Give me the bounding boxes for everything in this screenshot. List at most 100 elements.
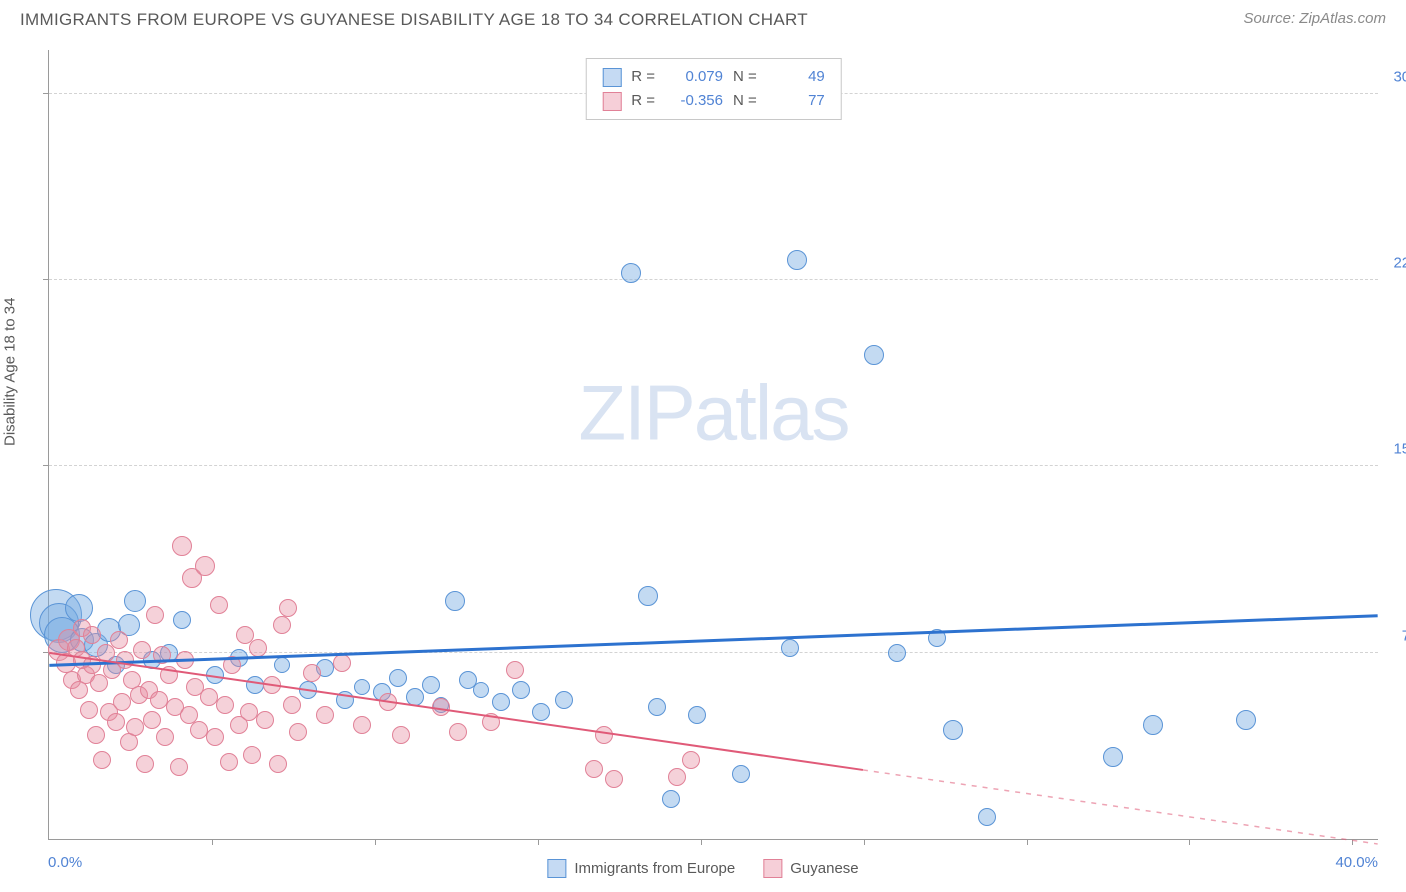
scatter-point-europe xyxy=(65,594,93,622)
x-tick-mark xyxy=(538,839,539,845)
scatter-point-europe xyxy=(662,790,680,808)
y-axis-label: Disability Age 18 to 34 xyxy=(2,298,19,446)
scatter-point-guyanese xyxy=(289,723,307,741)
y-tick-mark xyxy=(43,93,49,94)
r-value-guyanese: -0.356 xyxy=(665,89,723,113)
scatter-point-europe xyxy=(787,250,807,270)
scatter-point-guyanese xyxy=(83,626,101,644)
stats-legend: R = 0.079 N = 49 R = -0.356 N = 77 xyxy=(585,58,842,120)
scatter-point-guyanese xyxy=(432,698,450,716)
scatter-point-guyanese xyxy=(379,693,397,711)
scatter-point-guyanese xyxy=(243,746,261,764)
scatter-point-guyanese xyxy=(146,606,164,624)
scatter-point-guyanese xyxy=(273,616,291,634)
chart-plot-area: ZIPatlas R = 0.079 N = 49 R = -0.356 N =… xyxy=(48,50,1378,840)
scatter-point-guyanese xyxy=(116,651,134,669)
legend-item-guyanese: Guyanese xyxy=(763,859,858,878)
scatter-point-europe xyxy=(389,669,407,687)
scatter-point-europe xyxy=(173,611,191,629)
scatter-point-europe xyxy=(638,586,658,606)
r-label: R = xyxy=(631,65,655,89)
scatter-point-guyanese xyxy=(316,706,334,724)
scatter-point-guyanese xyxy=(143,711,161,729)
scatter-point-guyanese xyxy=(269,755,287,773)
scatter-point-guyanese xyxy=(682,751,700,769)
scatter-point-europe xyxy=(688,706,706,724)
scatter-point-guyanese xyxy=(449,723,467,741)
legend-label-guyanese: Guyanese xyxy=(790,860,858,877)
scatter-point-europe xyxy=(206,666,224,684)
scatter-point-europe xyxy=(943,720,963,740)
x-tick-mark xyxy=(1352,839,1353,845)
scatter-point-guyanese xyxy=(206,728,224,746)
scatter-point-europe xyxy=(928,629,946,647)
legend-item-europe: Immigrants from Europe xyxy=(547,859,735,878)
x-tick-mark xyxy=(701,839,702,845)
watermark: ZIPatlas xyxy=(578,367,848,458)
scatter-point-guyanese xyxy=(482,713,500,731)
scatter-point-guyanese xyxy=(279,599,297,617)
scatter-point-guyanese xyxy=(200,688,218,706)
scatter-point-europe xyxy=(406,688,424,706)
scatter-point-guyanese xyxy=(113,693,131,711)
scatter-point-guyanese xyxy=(126,718,144,736)
scatter-point-europe xyxy=(1143,715,1163,735)
x-tick-mark xyxy=(1027,839,1028,845)
n-value-guyanese: 77 xyxy=(767,89,825,113)
gridline xyxy=(49,465,1378,466)
scatter-point-guyanese xyxy=(585,760,603,778)
scatter-point-europe xyxy=(336,691,354,709)
scatter-point-europe xyxy=(888,644,906,662)
x-axis-min-label: 0.0% xyxy=(48,854,82,871)
scatter-point-guyanese xyxy=(333,654,351,672)
scatter-point-guyanese xyxy=(506,661,524,679)
watermark-bold: ZIP xyxy=(578,368,693,456)
trend-line-dashed-guyanese xyxy=(863,770,1378,844)
scatter-point-guyanese xyxy=(256,711,274,729)
source-label: Source: ZipAtlas.com xyxy=(1243,10,1386,27)
scatter-point-europe xyxy=(621,263,641,283)
scatter-point-europe xyxy=(864,345,884,365)
scatter-point-europe xyxy=(422,676,440,694)
scatter-point-guyanese xyxy=(303,664,321,682)
scatter-point-guyanese xyxy=(87,726,105,744)
scatter-point-guyanese xyxy=(210,596,228,614)
scatter-point-europe xyxy=(354,679,370,695)
chart-title: IMMIGRANTS FROM EUROPE VS GUYANESE DISAB… xyxy=(20,10,808,30)
x-tick-mark xyxy=(375,839,376,845)
y-tick-mark xyxy=(43,465,49,466)
swatch-pink-icon xyxy=(763,859,782,878)
scatter-point-guyanese xyxy=(153,646,171,664)
r-value-europe: 0.079 xyxy=(665,65,723,89)
scatter-point-europe xyxy=(445,591,465,611)
scatter-point-guyanese xyxy=(283,696,301,714)
scatter-point-guyanese xyxy=(223,656,241,674)
scatter-point-guyanese xyxy=(160,666,178,684)
bottom-legend: Immigrants from Europe Guyanese xyxy=(547,859,858,878)
scatter-point-europe xyxy=(1103,747,1123,767)
scatter-point-guyanese xyxy=(595,726,613,744)
scatter-point-europe xyxy=(246,676,264,694)
scatter-point-guyanese xyxy=(668,768,686,786)
y-tick-label: 7.5% xyxy=(1384,627,1406,644)
scatter-point-guyanese xyxy=(172,536,192,556)
swatch-blue-icon xyxy=(602,68,621,87)
scatter-point-guyanese xyxy=(353,716,371,734)
scatter-point-guyanese xyxy=(605,770,623,788)
scatter-point-guyanese xyxy=(216,696,234,714)
y-tick-label: 30.0% xyxy=(1384,68,1406,85)
gridline xyxy=(49,652,1378,653)
n-label: N = xyxy=(733,89,757,113)
scatter-point-europe xyxy=(299,681,317,699)
scatter-point-guyanese xyxy=(110,631,128,649)
scatter-point-europe xyxy=(555,691,573,709)
scatter-point-europe xyxy=(781,639,799,657)
scatter-point-europe xyxy=(512,681,530,699)
x-tick-mark xyxy=(1189,839,1190,845)
scatter-point-guyanese xyxy=(93,751,111,769)
y-tick-mark xyxy=(43,279,49,280)
x-tick-mark xyxy=(212,839,213,845)
scatter-point-europe xyxy=(492,693,510,711)
n-value-europe: 49 xyxy=(767,65,825,89)
scatter-point-europe xyxy=(532,703,550,721)
